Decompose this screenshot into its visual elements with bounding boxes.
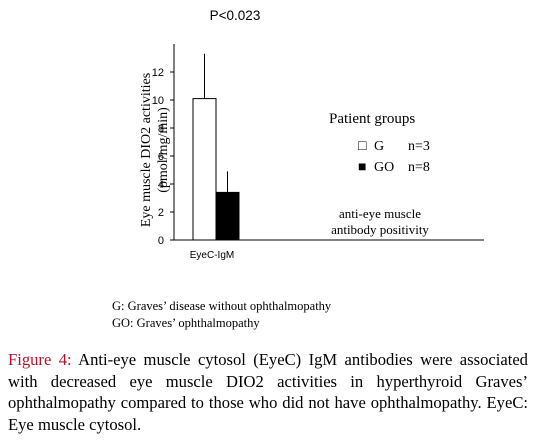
- legend-label-go: GO: [374, 160, 394, 175]
- legend: Patient groups □ G n=3 ■ GO n=8: [329, 111, 430, 175]
- caption-text: Anti-eye muscle cytosol (EyeC) IgM antib…: [8, 350, 528, 434]
- y-tick-label: 12: [152, 67, 164, 79]
- bar-go: [215, 191, 240, 241]
- footnote-g: G: Graves’ disease without ophthalmopath…: [112, 299, 332, 313]
- y-tick-label: 6: [158, 151, 164, 163]
- legend-n-go: n=8: [408, 160, 430, 175]
- p-value-label: P<0.023: [210, 8, 261, 23]
- caption-label: Figure 4:: [8, 350, 72, 369]
- category-label: EyeC-IgM: [190, 250, 234, 261]
- legend-title: Patient groups: [329, 111, 415, 127]
- annotation-line1: anti-eye muscle: [339, 206, 421, 221]
- y-tick-label: 8: [158, 123, 164, 135]
- bar-g: [192, 98, 217, 241]
- legend-label-g: G: [374, 139, 384, 154]
- y-axis-title: Eye muscle DIO2 activities: [139, 73, 154, 227]
- bars: [192, 53, 240, 241]
- y-axis-unit: (pmol/mg/min): [156, 107, 171, 193]
- legend-n-g: n=3: [408, 139, 430, 154]
- legend-marker-g: □: [358, 139, 367, 154]
- y-tick-label: 10: [152, 95, 164, 107]
- y-axis-ticks: 0 2 4 6 8 10 12: [152, 67, 174, 247]
- footnote-go: GO: Graves’ ophthalmopathy: [112, 316, 260, 330]
- y-tick-label: 2: [158, 207, 164, 219]
- figure-caption: Figure 4: Anti-eye muscle cytosol (EyeC)…: [8, 349, 528, 435]
- y-tick-label: 4: [158, 179, 164, 191]
- legend-marker-go: ■: [358, 160, 366, 175]
- y-tick-label: 0: [158, 235, 164, 247]
- annotation-line2: antibody positivity: [331, 222, 429, 237]
